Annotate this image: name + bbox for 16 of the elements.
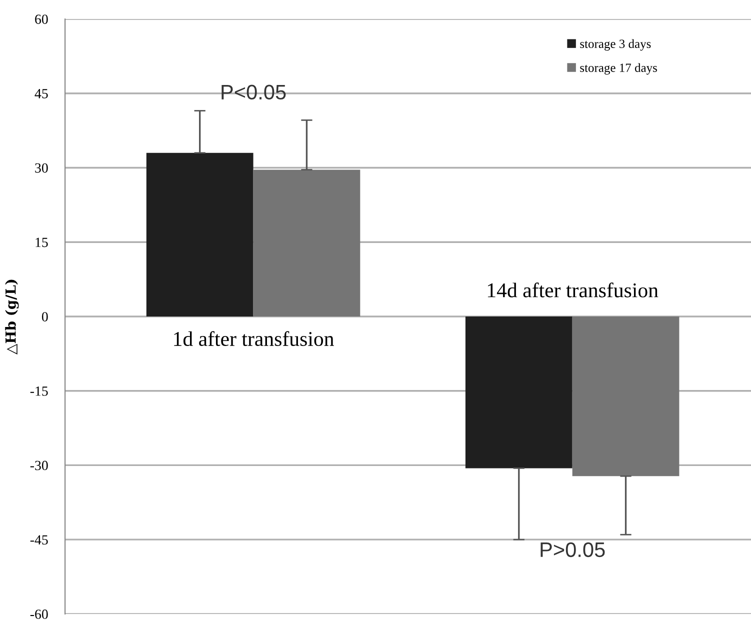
x-tick-label: 1d after transfusion <box>174 331 334 346</box>
y-tick-label: -60 <box>30 610 48 619</box>
y-tick-label: 15 <box>36 238 48 248</box>
legend-label: storage 17 days <box>580 63 657 75</box>
y-axis-title: △Hb (g/L) <box>5 280 19 354</box>
annotation: P>0.05 <box>540 542 605 558</box>
y-tick-label: 60 <box>35 14 48 24</box>
x-tick-label: 14d after transfusion <box>488 282 658 298</box>
y-tick-label: -15 <box>30 386 48 396</box>
y-tick-label: 0 <box>42 312 48 322</box>
y-tick-label: 45 <box>34 89 48 98</box>
legend-label: storage 3 days <box>580 39 651 51</box>
y-tick-label: 30 <box>35 163 48 173</box>
y-tick-label: -45 <box>30 535 48 545</box>
y-tick-label: -30 <box>30 460 48 470</box>
annotation: P<0.05 <box>222 84 286 100</box>
